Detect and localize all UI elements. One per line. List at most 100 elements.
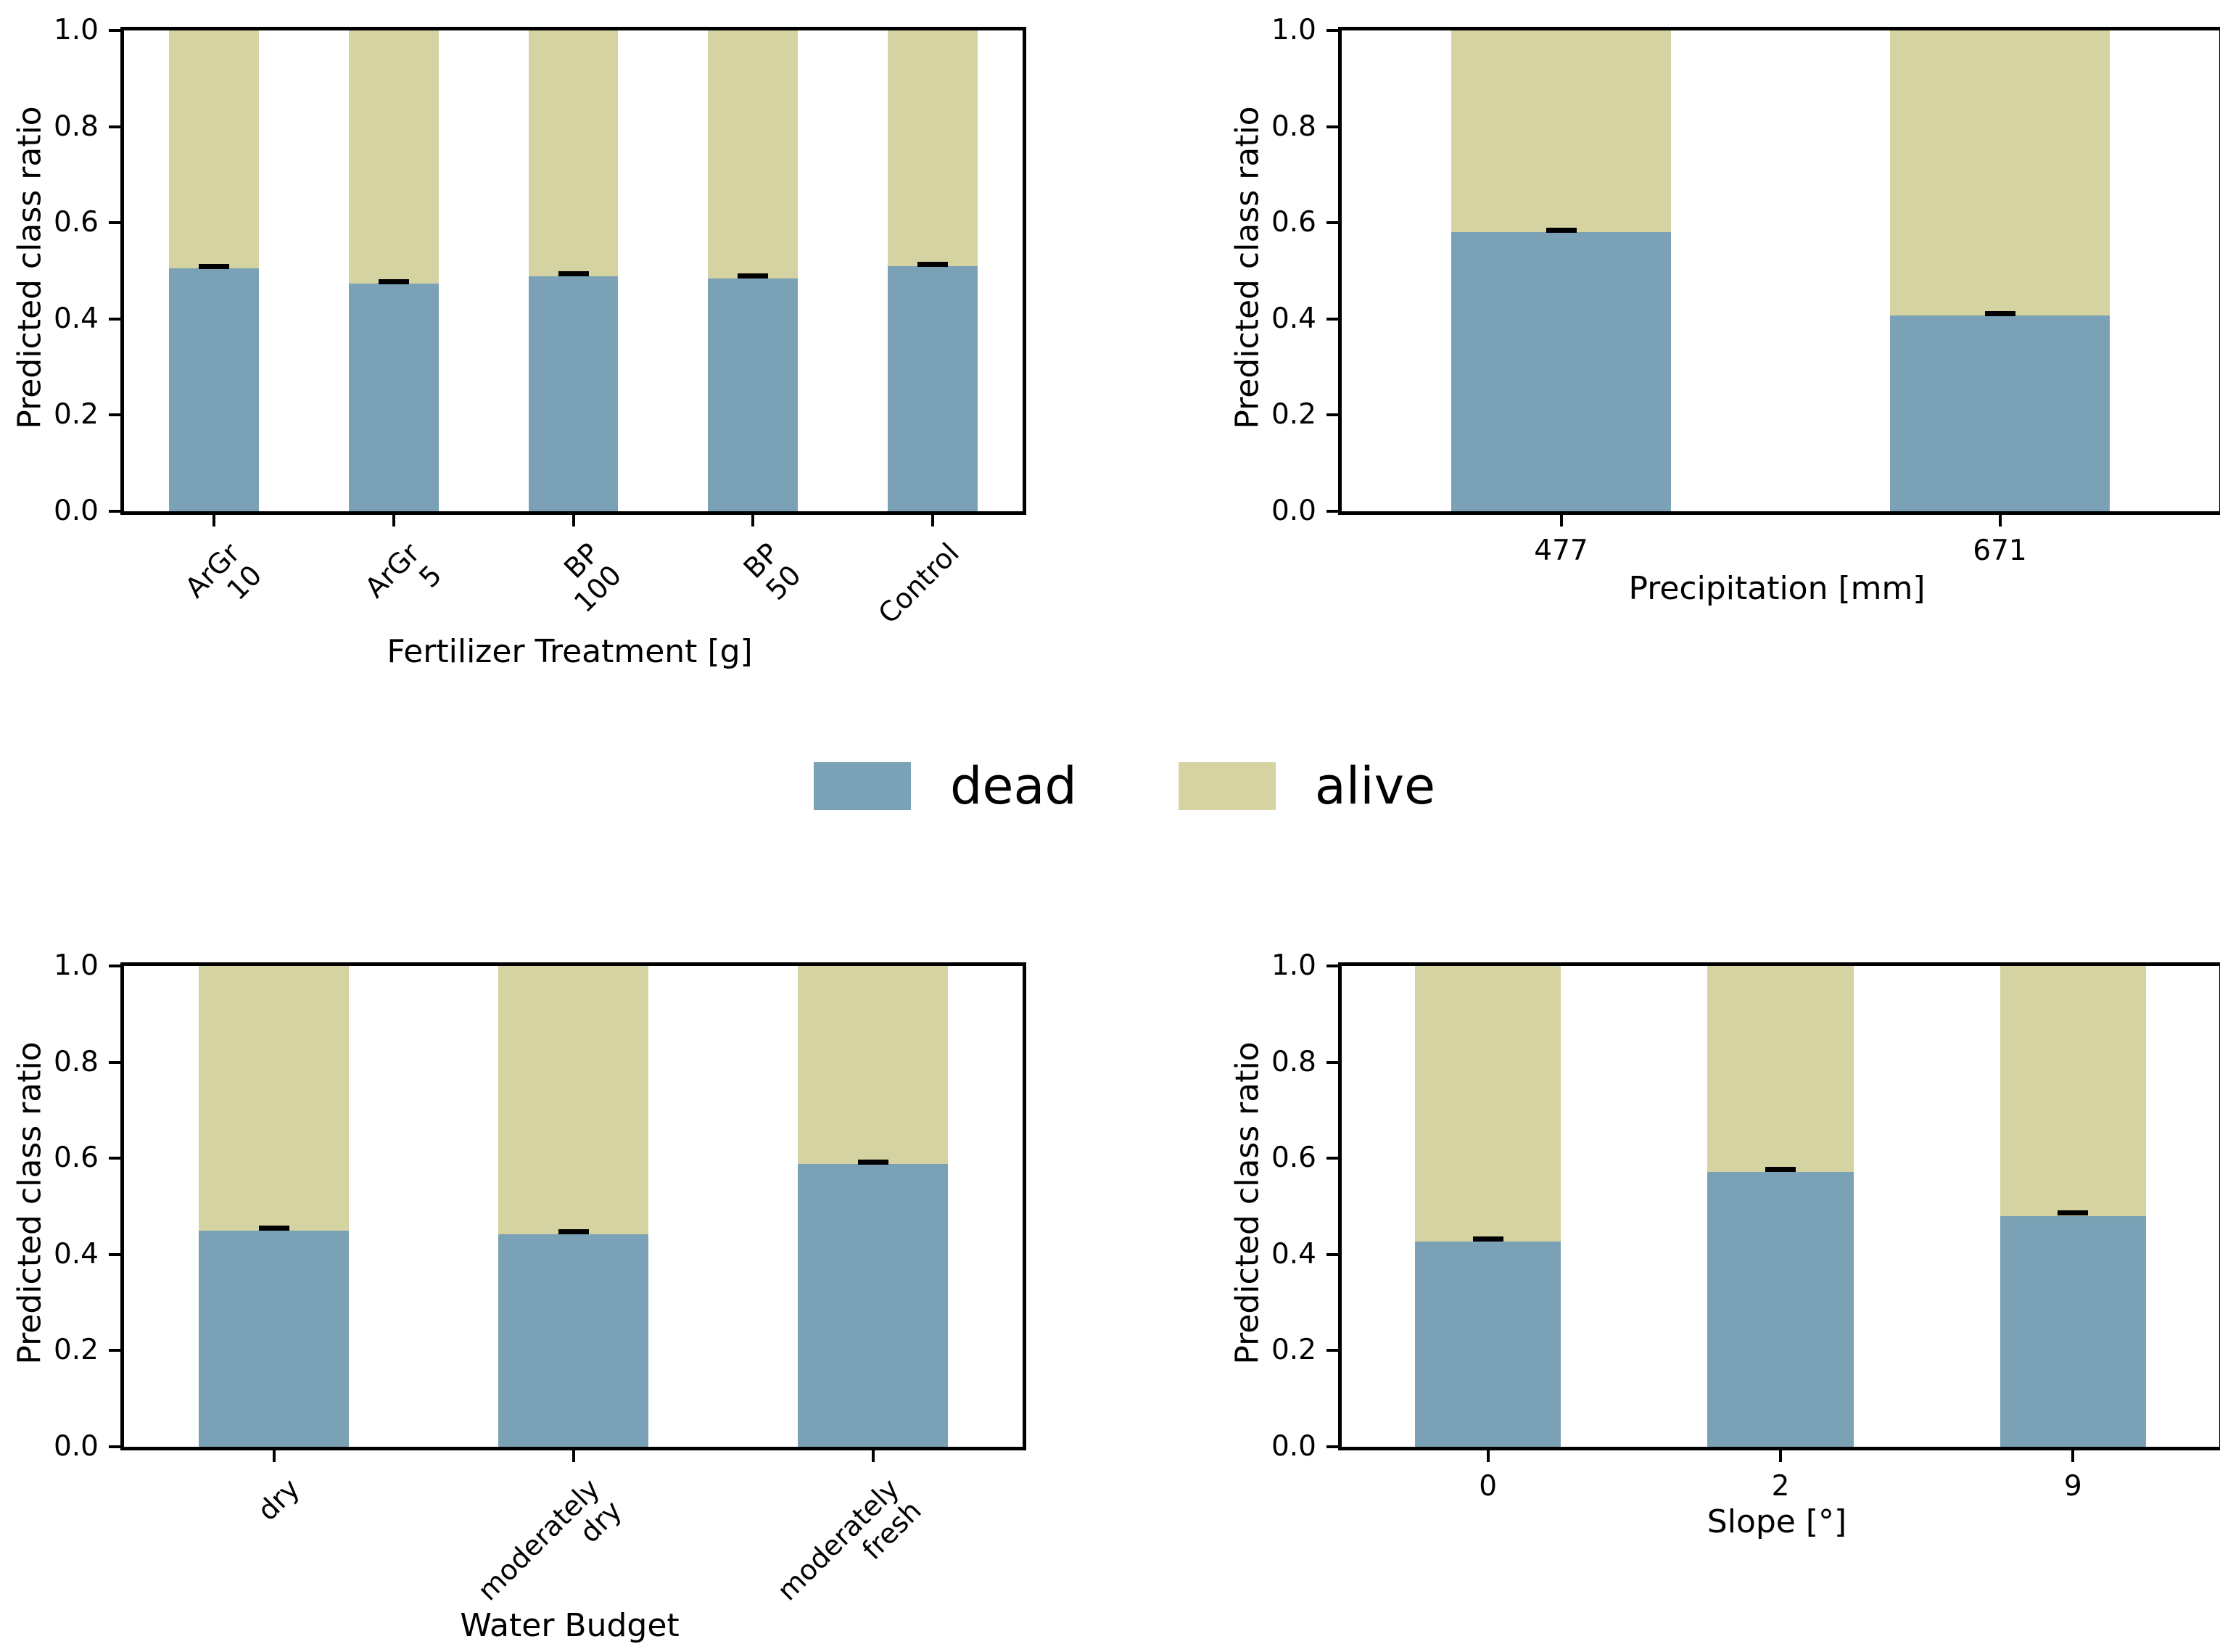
bar-segment-alive [498, 966, 648, 1234]
error-bar [2058, 1210, 2089, 1216]
x-tick-label: 671 [1973, 534, 2027, 567]
error-bar [378, 278, 409, 284]
y-tick [1326, 1349, 1338, 1352]
error-bar [1765, 1167, 1796, 1173]
y-tick [109, 1445, 120, 1448]
y-tick [109, 125, 120, 128]
legend-label-dead: dead [950, 756, 1077, 816]
bar-segment-dead [2000, 1215, 2147, 1447]
y-tick [1326, 317, 1338, 321]
bar-segment-dead [798, 1164, 948, 1447]
bar-segment-dead [1707, 1171, 1854, 1447]
x-tick [871, 1450, 875, 1462]
x-tick [1779, 1450, 1782, 1462]
y-axis-label: Predicted class ratio [1229, 105, 1266, 429]
legend-swatch-dead [814, 762, 911, 810]
y-tick [109, 1252, 120, 1256]
y-axis-label: Predicted class ratio [11, 105, 49, 429]
bar-segment-dead [528, 276, 619, 511]
error-bar [1984, 310, 2015, 316]
y-tick-label: 0.2 [53, 1334, 99, 1367]
bar-segment-alive [708, 30, 799, 279]
legend: dead alive [814, 757, 1435, 815]
x-tick-label: moderately dry [471, 1472, 627, 1607]
y-tick [1326, 413, 1338, 417]
bar-segment-dead [708, 278, 799, 511]
error-bar [258, 1225, 289, 1231]
y-tick-label: 0.2 [53, 398, 99, 431]
y-tick-label: 0.4 [53, 302, 99, 335]
x-tick [571, 515, 575, 526]
y-tick-label: 0.6 [53, 1141, 99, 1175]
bar-segment-dead [1414, 1241, 1561, 1447]
y-tick-label: 0.0 [1271, 1430, 1316, 1463]
y-tick [1326, 29, 1338, 32]
y-tick-label: 1.0 [53, 949, 99, 982]
y-tick-label: 0.6 [53, 206, 99, 239]
bar-segment-dead [199, 1231, 349, 1447]
y-tick-label: 0.2 [1271, 398, 1316, 431]
y-tick-label: 0.6 [1271, 206, 1316, 239]
y-axis-label: Predicted class ratio [1229, 1041, 1266, 1365]
y-tick-label: 1.0 [1271, 949, 1316, 982]
y-tick-label: 1.0 [1271, 14, 1316, 46]
x-tick-label: 477 [1534, 534, 1588, 567]
y-tick [1326, 1252, 1338, 1256]
bar-segment-alive [1451, 30, 1671, 233]
error-bar [1546, 227, 1577, 233]
y-tick [1326, 1157, 1338, 1160]
x-axis-title: Water Budget [460, 1607, 680, 1644]
y-tick-label: 0.8 [53, 110, 99, 143]
x-axis-title: Precipitation [mm] [1628, 570, 1926, 607]
error-bar [558, 1229, 589, 1235]
x-tick-label: moderately fresh [770, 1472, 927, 1607]
bar-segment-alive [1707, 966, 1854, 1172]
x-tick [1998, 515, 2002, 526]
x-tick-label: 9 [2063, 1470, 2082, 1503]
y-tick-label: 1.0 [53, 14, 99, 46]
x-tick-label: dry [251, 1472, 306, 1527]
bar-segment-dead [348, 283, 439, 511]
y-tick [109, 221, 120, 225]
error-bar [857, 1159, 888, 1165]
x-tick [751, 515, 755, 526]
bar-segment-dead [888, 265, 978, 511]
bar-segment-dead [168, 268, 259, 511]
bar-segment-alive [1890, 30, 2110, 316]
y-tick [1326, 510, 1338, 513]
x-tick [1486, 1450, 1490, 1462]
x-tick [571, 1450, 575, 1462]
y-tick-label: 0.8 [1271, 110, 1316, 143]
y-tick [109, 1349, 120, 1352]
x-tick [931, 515, 935, 526]
legend-label-alive: alive [1314, 756, 1436, 816]
x-axis-title: Fertilizer Treatment [g] [387, 633, 753, 670]
x-tick-label: 2 [1771, 1470, 1790, 1503]
x-tick [392, 515, 395, 526]
legend-swatch-alive [1178, 762, 1276, 810]
y-tick [109, 1060, 120, 1064]
x-tick [272, 1450, 276, 1462]
bar-segment-alive [1414, 966, 1561, 1242]
y-axis-label: Predicted class ratio [11, 1041, 49, 1365]
error-bar [198, 263, 229, 269]
y-tick [1326, 221, 1338, 225]
plot-area: 0.0 0.2 0.4 0.6 0.8 1.0 ArGr 10 ArGr 5 BP 100 BP … [54, 15, 1026, 630]
y-tick [1326, 1445, 1338, 1448]
y-tick [109, 510, 120, 513]
y-tick-label: 0.6 [1271, 1141, 1316, 1175]
bar-segment-dead [498, 1234, 648, 1447]
x-tick [1559, 515, 1563, 526]
bar-segment-alive [888, 30, 978, 266]
x-tick-label: ArGr 5 [358, 537, 448, 604]
error-bar [738, 273, 769, 279]
y-tick [1326, 1060, 1338, 1064]
y-tick [1326, 965, 1338, 967]
x-tick-label: ArGr 10 [178, 537, 268, 606]
y-tick-label: 0.4 [53, 1237, 99, 1271]
y-tick [109, 965, 120, 967]
y-tick-label: 0.4 [1271, 1237, 1316, 1271]
y-tick-label: 0.2 [1271, 1334, 1316, 1367]
y-tick [109, 1157, 120, 1160]
